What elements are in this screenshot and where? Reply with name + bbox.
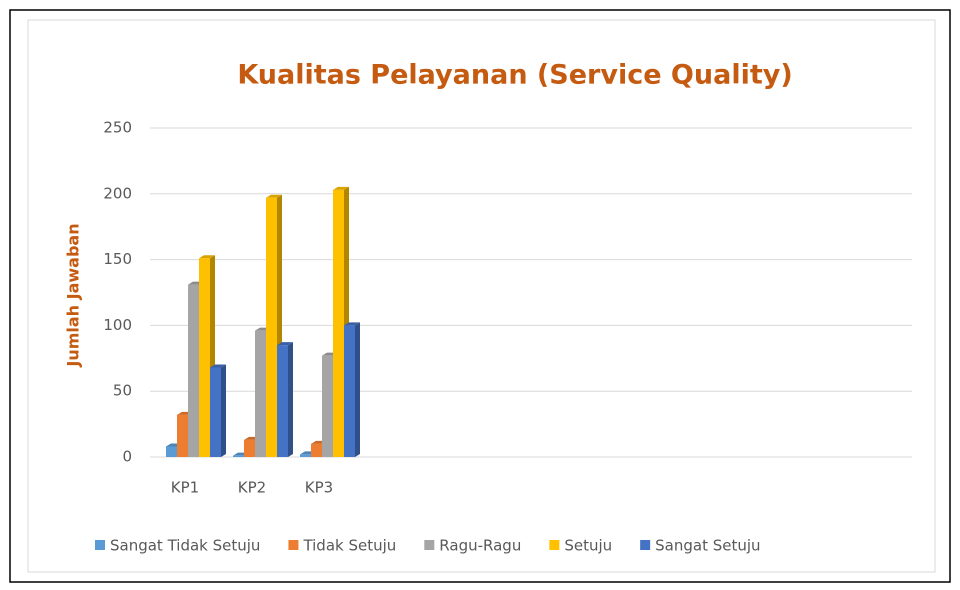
bar-front [177,414,188,457]
bar-top [210,364,226,368]
legend-label: Setuju [564,537,612,555]
bar-side [355,322,360,457]
y-tick-label: 150 [103,250,132,268]
x-tick-label: KP1 [171,479,199,497]
bar-top [333,186,349,190]
legend-label: Sangat Tidak Setuju [110,537,260,555]
bar-front [188,284,199,457]
bar-front [311,443,322,457]
legend-swatch [288,540,299,550]
bar-front [166,446,177,457]
y-tick-label: 200 [103,184,132,202]
bar-top [199,255,215,259]
bar-front [199,258,210,457]
legend-label: Tidak Setuju [302,537,396,555]
bar-side [288,342,293,457]
bar-front [322,355,333,457]
y-tick-label: 0 [122,448,132,466]
bar-front [344,325,355,457]
y-tick-label: 50 [113,382,132,400]
bar-top [344,322,360,326]
legend-swatch [95,540,105,550]
bar-front [210,367,221,457]
legend-swatch [549,540,560,550]
bar [344,322,360,457]
y-tick-label: 100 [103,316,132,334]
y-axis-label: Jumlah Jawaban [64,223,83,367]
bar-top [266,194,282,198]
legend-swatch [424,540,435,550]
y-tick-label: 250 [103,119,132,137]
bar-front [300,454,311,457]
chart-area [27,19,936,573]
bar-front [233,455,244,457]
x-tick-label: KP2 [238,479,266,497]
x-tick-label: KP3 [305,479,333,497]
bar-front [244,439,255,457]
bar-front [333,189,344,458]
bar-front [266,197,277,458]
bar [277,342,293,457]
chart-title: Kualitas Pelayanan (Service Quality) [237,60,792,91]
legend-swatch [640,540,651,550]
bar-front [277,345,288,457]
legend-label: Ragu-Ragu [439,537,521,555]
bar-top [277,342,293,346]
bar [210,364,226,457]
bar-side [221,364,226,457]
bar-front [255,330,266,457]
legend-label: Sangat Setuju [655,537,760,555]
